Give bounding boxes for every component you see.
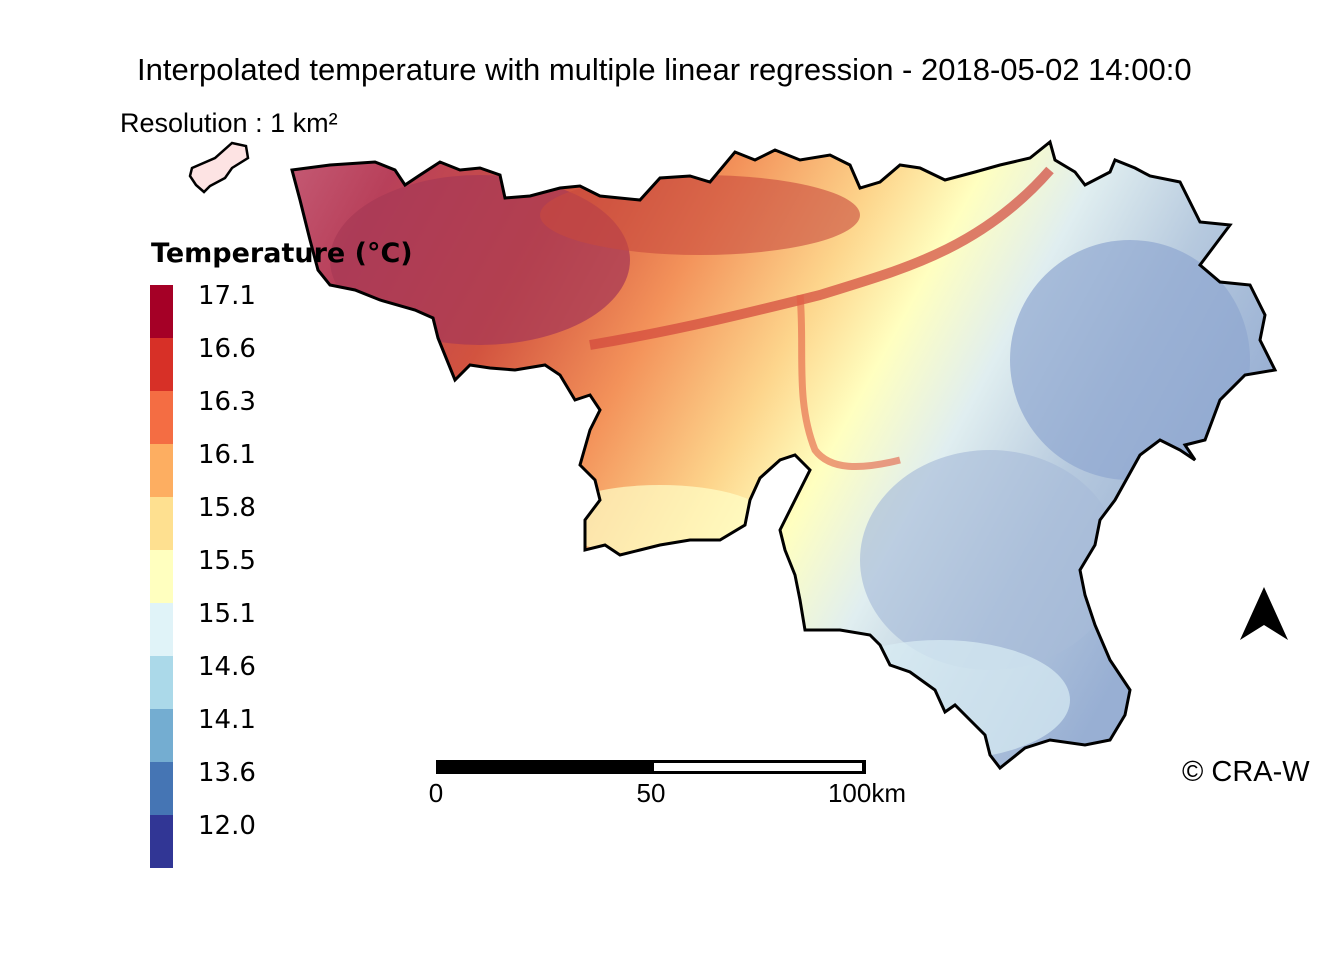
legend-label: 16.6 [198, 334, 256, 364]
legend-label: 15.8 [198, 493, 256, 523]
legend-swatch [150, 550, 173, 603]
legend-label: 16.1 [198, 440, 256, 470]
legend-label: 17.1 [198, 281, 256, 311]
scale-label-50: 50 [636, 778, 666, 808]
map-title: Interpolated temperature with multiple l… [137, 52, 1192, 87]
legend-label: 14.6 [198, 652, 256, 682]
legend-swatch [150, 338, 173, 391]
exclave-region [188, 141, 250, 194]
legend-swatch [150, 444, 173, 497]
copyright-text: © CRA-W [1182, 756, 1310, 788]
legend-swatch [150, 656, 173, 709]
north-arrow-icon [1240, 587, 1288, 640]
legend-label: 15.5 [198, 546, 256, 576]
legend-label: 15.1 [198, 599, 256, 629]
map-subtitle: Resolution : 1 km² [120, 108, 338, 138]
legend-swatch [150, 285, 173, 338]
legend-label: 12.0 [198, 811, 256, 841]
legend-swatch [150, 815, 173, 868]
legend-swatch [150, 709, 173, 762]
legend-swatch [150, 391, 173, 444]
scale-label-0: 0 [428, 778, 444, 808]
legend-label: 14.1 [198, 705, 256, 735]
legend-swatch [150, 497, 173, 550]
legend-label: 16.3 [198, 387, 256, 417]
scale-bar [436, 760, 866, 774]
legend-swatch [150, 603, 173, 656]
legend-title: Temperature (°C) [151, 238, 413, 269]
legend-swatch [150, 762, 173, 815]
scale-label-100km: 100km [827, 778, 907, 808]
legend-label: 13.6 [198, 758, 256, 788]
